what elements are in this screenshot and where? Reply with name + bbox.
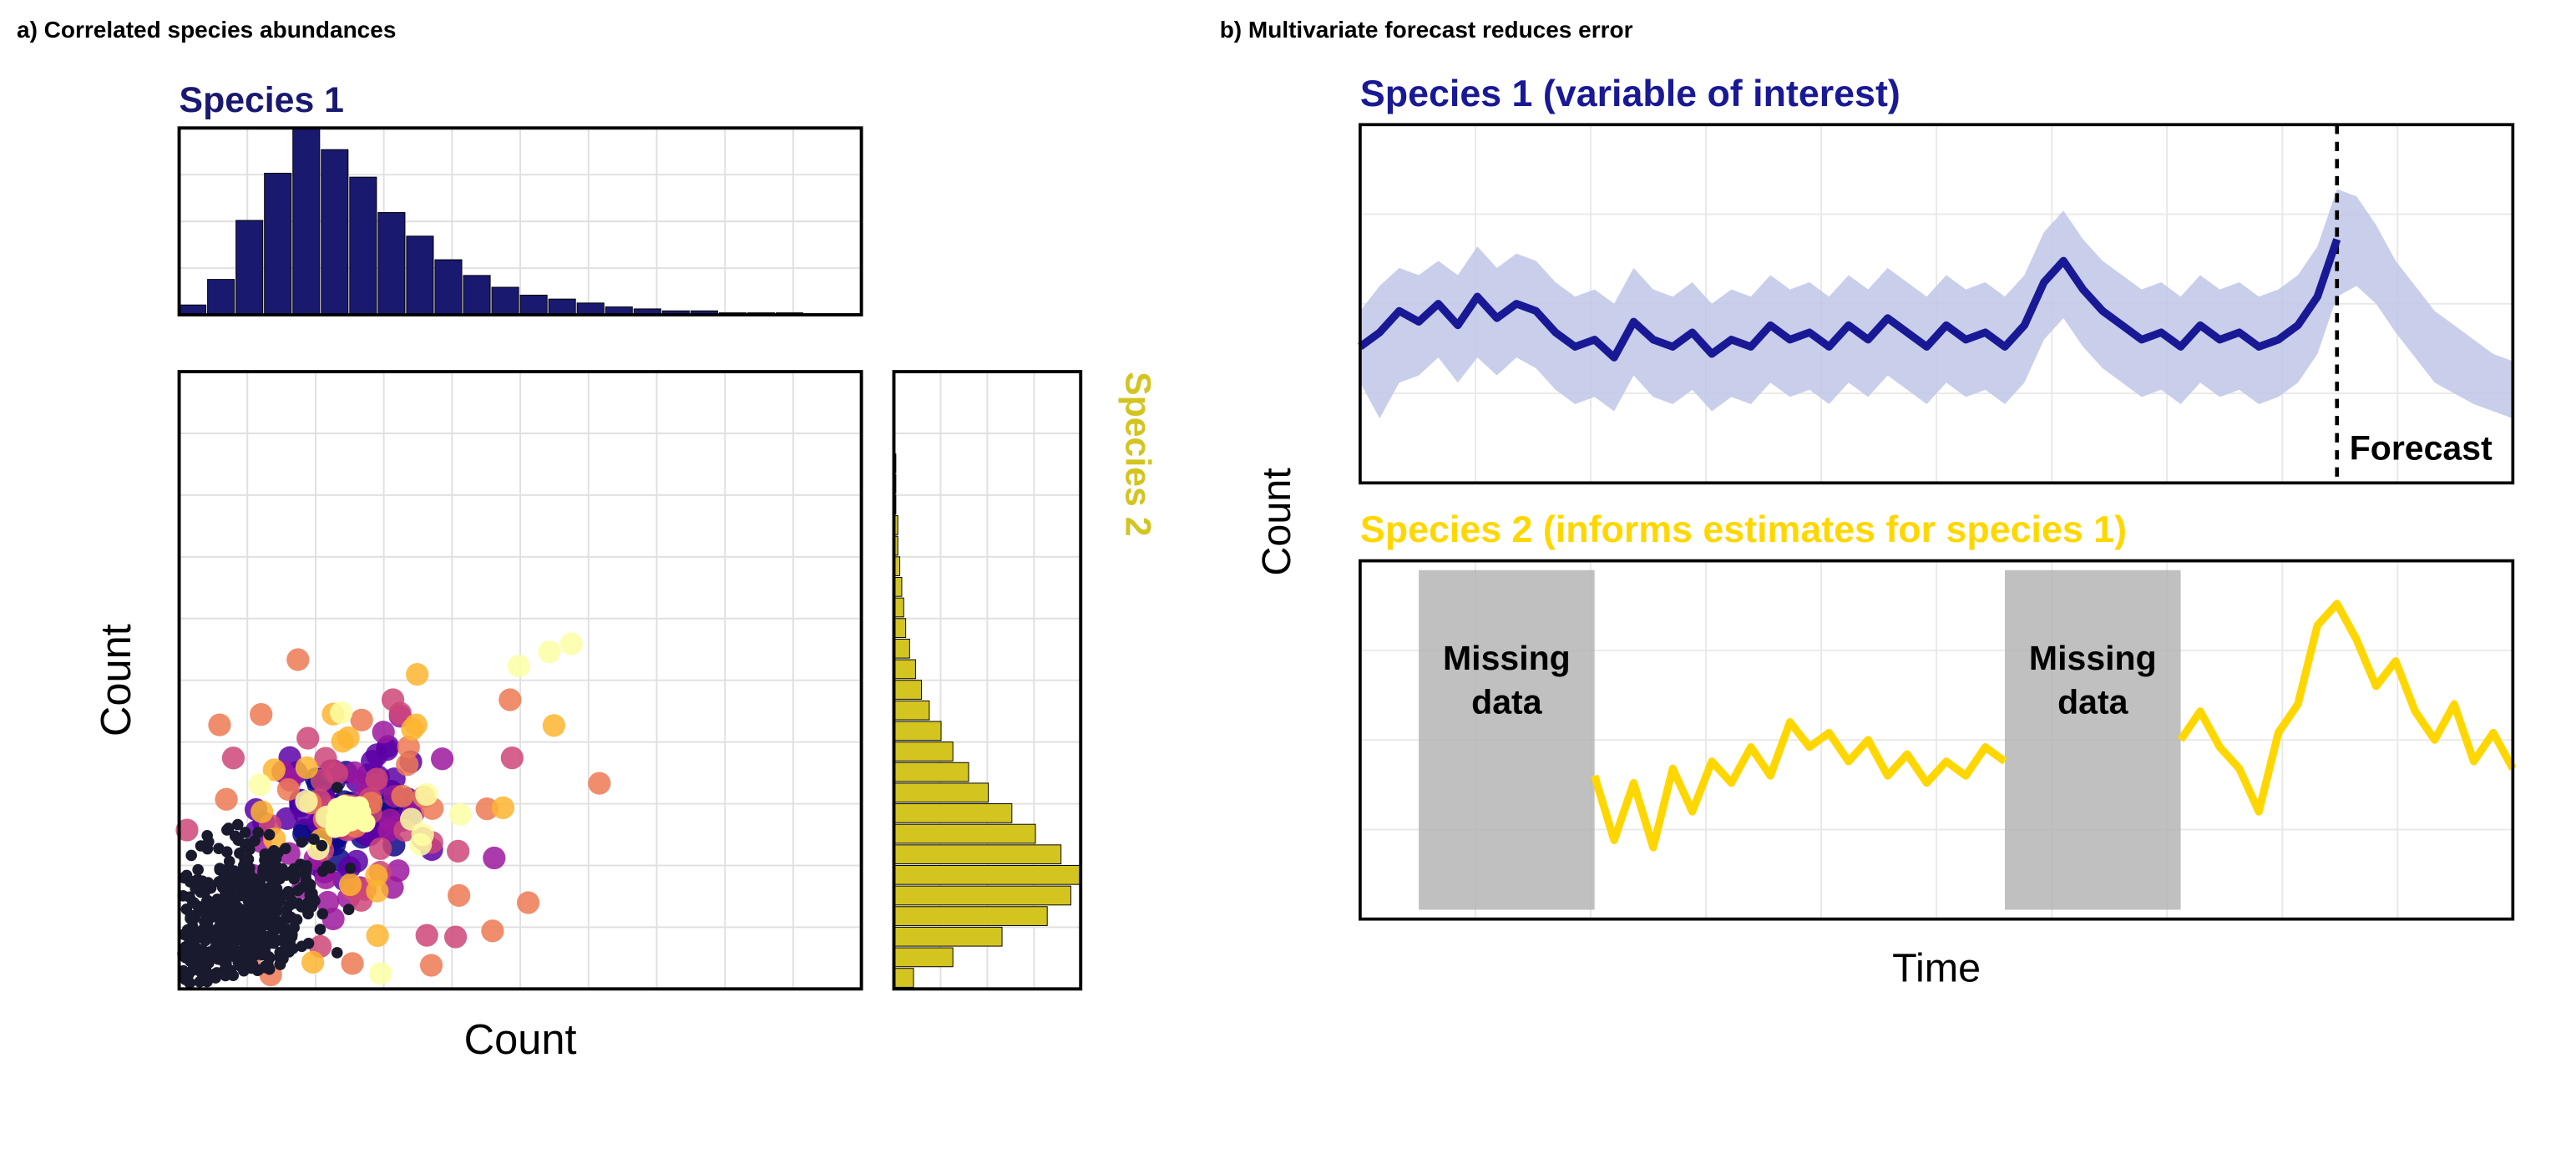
- svg-text:Count: Count: [464, 1015, 577, 1063]
- panel-a: a) Correlated species abundances Species…: [17, 17, 1187, 1091]
- svg-text:Species 1: Species 1: [180, 80, 344, 120]
- svg-text:Count: Count: [1254, 468, 1299, 576]
- svg-text:Species 2: Species 2: [1118, 372, 1158, 536]
- svg-text:data: data: [1471, 682, 1543, 721]
- panel-a-svg: Species 1 Species 2 Count Count: [17, 47, 1187, 1086]
- svg-text:data: data: [2057, 682, 2129, 721]
- svg-text:Count: Count: [92, 624, 139, 736]
- figure-root: a) Correlated species abundances Species…: [17, 17, 2559, 1091]
- svg-text:Forecast: Forecast: [2349, 428, 2492, 467]
- panel-b: b) Multivariate forecast reduces error S…: [1220, 17, 2559, 1091]
- svg-text:Species 2 (informs estimates f: Species 2 (informs estimates for species…: [1360, 509, 2127, 550]
- svg-text:Missing: Missing: [1443, 639, 1571, 677]
- svg-text:Missing: Missing: [2029, 639, 2157, 677]
- panel-b-svg: Species 1 (variable of interest) Forecast…: [1220, 47, 2559, 1013]
- panel-a-title: a) Correlated species abundances: [17, 17, 1187, 43]
- svg-text:Species 1 (variable of interes: Species 1 (variable of interest): [1360, 73, 1900, 114]
- svg-text:Time: Time: [1892, 945, 1981, 990]
- panel-b-title: b) Multivariate forecast reduces error: [1220, 17, 2559, 43]
